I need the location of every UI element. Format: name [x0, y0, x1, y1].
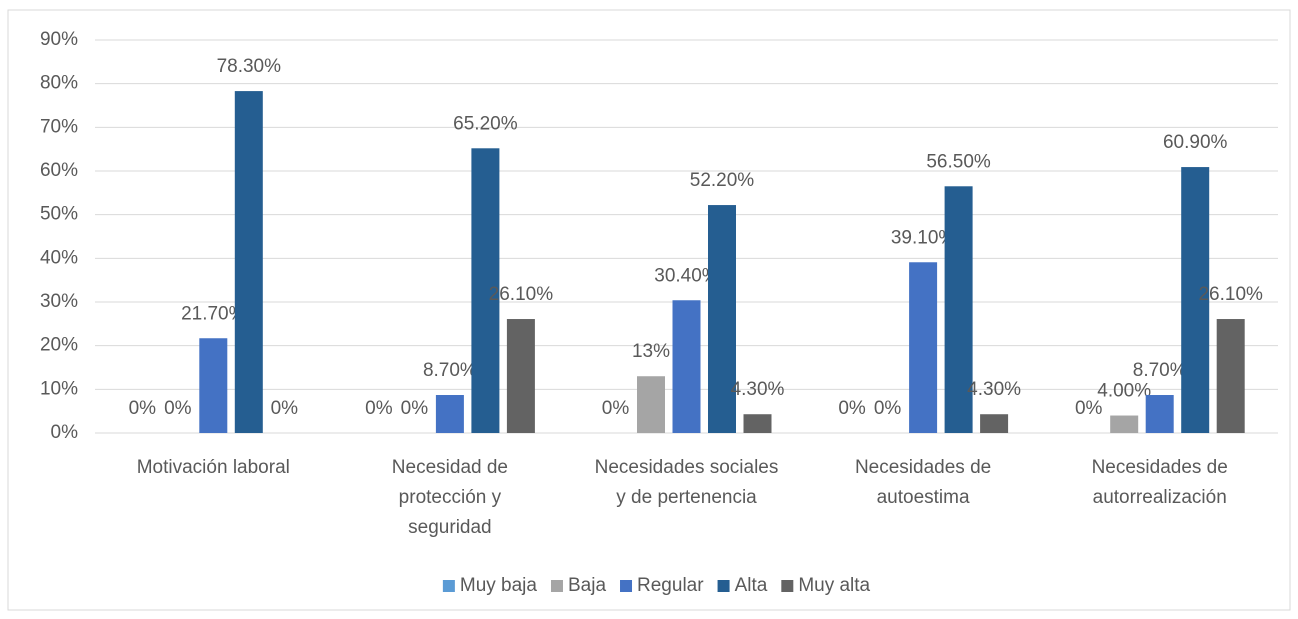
legend: Muy baja Baja Regular Alta Muy alta: [442, 575, 871, 596]
y-tick-label: 10%: [40, 378, 78, 399]
x-tick-label: Necesidades de autoestima: [855, 457, 991, 508]
bar: [708, 205, 736, 433]
legend-swatch: [717, 580, 730, 592]
bar: [1216, 319, 1245, 433]
data-label: 0%: [129, 398, 157, 419]
y-tick-label: 70%: [40, 116, 78, 137]
data-label: 21.70%: [181, 303, 246, 324]
data-label: 56.50%: [926, 151, 991, 172]
bar: [637, 376, 665, 433]
y-tick-label: 0%: [51, 422, 79, 443]
x-tick-label: Necesidades sociales y de pertenencia: [595, 457, 779, 508]
data-label: 0%: [401, 398, 429, 419]
bar: [1145, 395, 1174, 433]
legend-label: Muy alta: [798, 575, 870, 596]
x-tick-label: Necesidades de autorrealización: [1092, 457, 1228, 508]
bar: [506, 319, 535, 433]
bar: [471, 148, 500, 433]
bar: [234, 91, 263, 433]
data-label: 8.70%: [1133, 360, 1187, 381]
bar: [909, 262, 938, 433]
data-label: 78.30%: [217, 56, 282, 77]
data-label: 0%: [602, 398, 630, 419]
data-label: 0%: [874, 398, 902, 419]
legend-swatch: [620, 580, 633, 592]
bar: [199, 338, 228, 433]
legend-swatch: [550, 580, 563, 592]
x-tick-label: Motivación laboral: [137, 457, 290, 478]
data-label: 0%: [164, 398, 192, 419]
y-tick-label: 80%: [40, 73, 78, 94]
bar: [944, 186, 973, 433]
y-tick-label: 40%: [40, 247, 78, 268]
y-tick-label: 60%: [40, 160, 78, 181]
data-label: 4.00%: [1097, 381, 1151, 402]
bar: [743, 414, 772, 433]
bar: [980, 414, 1009, 433]
data-label: 26.10%: [489, 284, 554, 305]
legend-swatch: [442, 580, 455, 592]
data-label: 0%: [365, 398, 393, 419]
data-label: 4.30%: [731, 379, 785, 400]
data-label: 8.70%: [423, 360, 477, 381]
chart-frame: [7, 9, 1291, 611]
bar: [1110, 415, 1139, 433]
y-tick-label: 20%: [40, 335, 78, 356]
legend-label: Baja: [568, 575, 606, 596]
y-tick-label: 90%: [40, 29, 78, 50]
data-label: 4.30%: [967, 379, 1021, 400]
data-label: 0%: [271, 398, 299, 419]
data-label: 60.90%: [1163, 132, 1228, 153]
data-label: 26.10%: [1198, 284, 1263, 305]
data-label: 65.20%: [453, 113, 518, 134]
y-tick-label: 50%: [40, 204, 78, 225]
bar: [1181, 167, 1210, 433]
bar: [672, 300, 701, 433]
legend-swatch: [781, 580, 794, 592]
data-label: 0%: [1075, 398, 1103, 419]
legend-label: Alta: [735, 575, 768, 596]
bar: [435, 395, 464, 433]
data-label: 30.40%: [654, 265, 719, 286]
data-label: 39.10%: [891, 227, 956, 248]
data-label: 13%: [632, 341, 670, 362]
legend-label: Regular: [637, 575, 704, 596]
legend-label: Muy baja: [460, 575, 538, 596]
x-tick-label: Necesidad de protección y seguridad: [392, 457, 508, 538]
data-label: 0%: [838, 398, 866, 419]
y-tick-label: 30%: [40, 291, 78, 312]
data-label: 52.20%: [690, 170, 755, 191]
